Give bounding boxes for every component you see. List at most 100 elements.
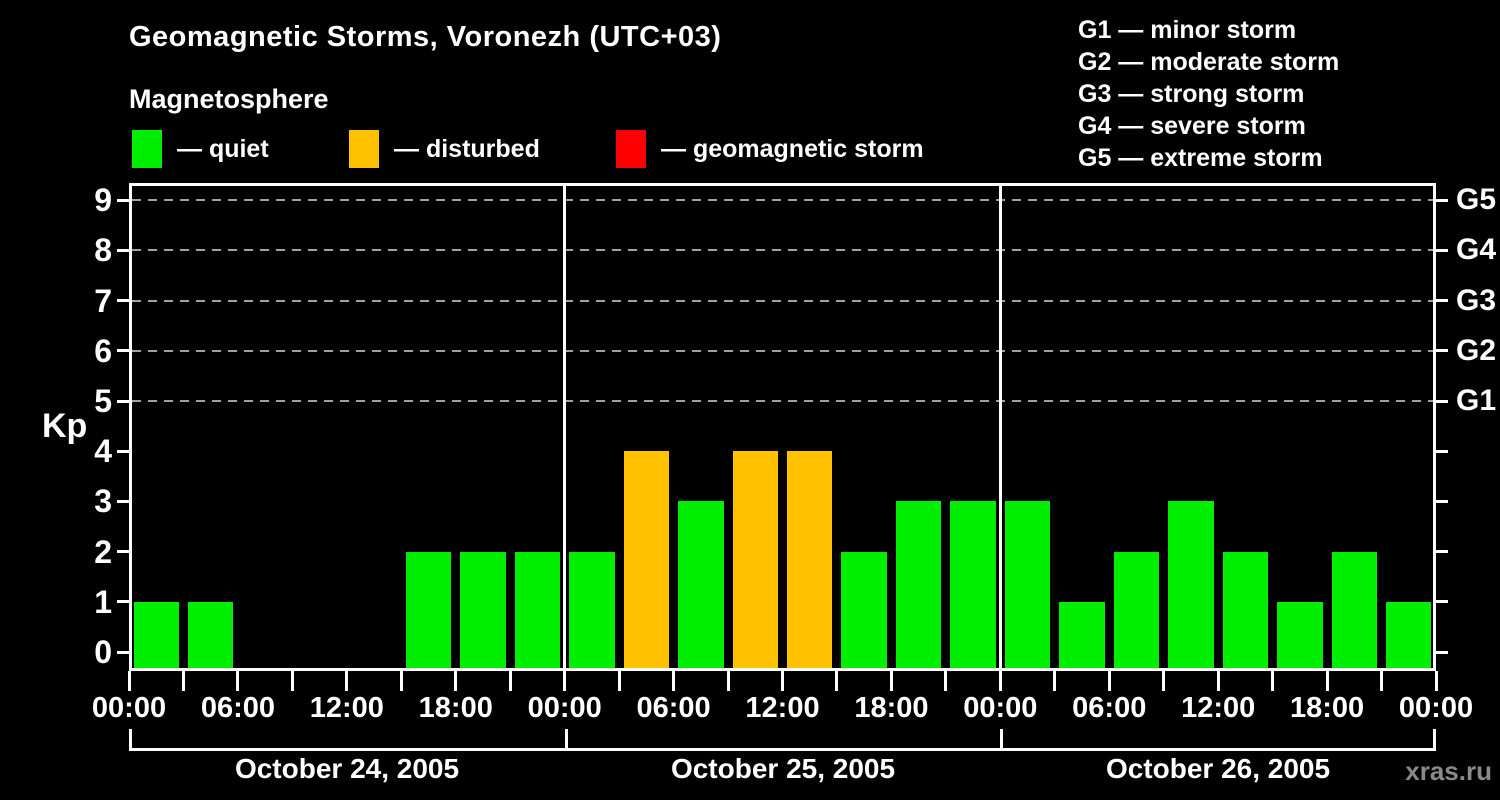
storm-legend-label: — geomagnetic storm — [661, 134, 924, 163]
kp-bar — [569, 551, 615, 668]
y-axis-tick-right — [1436, 449, 1448, 453]
x-axis-tick — [835, 671, 839, 691]
y-axis-tick-left — [117, 449, 129, 453]
x-axis-label: 00:00 — [91, 692, 167, 724]
g2-legend-row: G2 — moderate storm — [1078, 48, 1340, 76]
x-axis-label: 06:00 — [1072, 692, 1147, 724]
y-axis-tick-left — [117, 499, 129, 503]
y-axis-label: 6 — [94, 332, 112, 369]
x-axis-tick — [726, 671, 730, 691]
x-axis-tick — [345, 671, 349, 691]
y-axis-label: 8 — [94, 232, 112, 269]
x-axis-tick — [508, 671, 512, 691]
kp-bar — [678, 501, 724, 668]
disturbed-color-swatch — [349, 130, 379, 168]
quiet-legend-label: — quiet — [177, 134, 269, 163]
x-axis-tick — [236, 671, 240, 691]
kp-bar — [950, 501, 996, 668]
y-axis-title: Kp — [42, 407, 88, 445]
kp-bar — [1222, 551, 1269, 668]
kp-bar — [732, 451, 778, 668]
x-axis-tick — [889, 671, 893, 691]
kp-bar — [1277, 601, 1323, 668]
kp-bar — [133, 601, 179, 668]
g-axis-label-g4: G4 — [1456, 233, 1497, 267]
kp-bar — [405, 551, 452, 668]
y-axis-label: 9 — [94, 182, 112, 219]
gridline-kp7 — [132, 299, 1433, 302]
x-axis-tick — [1271, 671, 1275, 691]
x-axis-label: 12:00 — [1181, 692, 1256, 724]
date-label-day1: October 24, 2005 — [234, 753, 460, 784]
kp-bar — [787, 451, 833, 668]
x-axis-tick — [672, 671, 676, 691]
x-axis-tick — [1107, 671, 1111, 691]
y-axis-tick-right — [1436, 248, 1448, 252]
y-axis-tick-left — [117, 550, 129, 554]
y-axis-label: 5 — [94, 383, 112, 419]
chart-subtitle: Magnetosphere — [129, 84, 329, 114]
date-label-day3: October 26, 2005 — [1105, 753, 1331, 784]
g-axis-label-g5: G5 — [1456, 183, 1497, 217]
x-axis-tick — [944, 671, 948, 691]
g3-legend-row: G3 — strong storm — [1078, 80, 1305, 108]
xras-watermark: xras.ru — [1405, 756, 1492, 786]
chart-title: Geomagnetic Storms, Voronezh (UTC+03) — [129, 21, 722, 53]
g4-legend-row: G4 — severe storm — [1078, 112, 1306, 140]
gridline-kp5 — [132, 400, 1433, 402]
kp-bar — [841, 551, 887, 668]
x-axis-tick — [127, 671, 131, 691]
x-axis-label: 06:00 — [636, 692, 711, 724]
x-axis-tick — [563, 671, 567, 691]
y-axis-tick-right — [1436, 198, 1448, 202]
g-scale-legend: G1 — minor storm G2 — moderate storm G3 … — [1078, 14, 1339, 174]
g5-legend-row: G5 — extreme storm — [1078, 144, 1323, 172]
kp-bar — [514, 551, 561, 668]
y-axis-label: 2 — [94, 533, 112, 570]
kp-bar — [1386, 601, 1432, 668]
x-axis-tick — [1216, 671, 1220, 691]
x-axis-label: 18:00 — [854, 692, 929, 724]
y-axis-label: 4 — [94, 433, 112, 470]
x-axis-label: 18:00 — [418, 692, 493, 724]
y-axis-label: 7 — [94, 282, 112, 319]
gridline-kp8 — [132, 249, 1433, 252]
y-axis-tick-right — [1436, 349, 1448, 353]
y-axis-tick-left — [117, 650, 129, 654]
y-axis-tick-left — [117, 600, 129, 604]
day-separator — [563, 186, 567, 668]
g-axis-label-g3: G3 — [1456, 283, 1497, 317]
g1-legend-row: G1 — minor storm — [1078, 16, 1297, 44]
y-axis-label: 1 — [94, 583, 112, 620]
y-axis-tick-left — [117, 299, 129, 303]
y-axis-tick-right — [1436, 650, 1448, 654]
x-axis-tick — [290, 671, 294, 691]
y-axis-label: 0 — [94, 634, 112, 670]
kp-bar — [1168, 501, 1214, 668]
y-axis-tick-right — [1436, 499, 1448, 503]
kp-bar — [1004, 501, 1051, 668]
kp-bar — [1059, 601, 1105, 668]
x-axis-tick — [1434, 671, 1438, 691]
date-bracket-tick — [1000, 729, 1004, 751]
x-axis-tick — [617, 671, 621, 691]
gridline-kp9 — [132, 199, 1433, 202]
kp-bar — [460, 551, 506, 668]
plot-frame — [129, 183, 1436, 671]
gridline-kp6 — [132, 349, 1433, 352]
g-axis-label-g1: G1 — [1456, 384, 1497, 417]
y-axis-tick-right — [1436, 600, 1448, 604]
y-axis-tick-left — [117, 349, 129, 353]
x-axis-label: 18:00 — [1289, 692, 1365, 724]
y-axis-tick-left — [117, 198, 129, 202]
x-axis-tick — [1380, 671, 1384, 691]
y-axis-label: 3 — [94, 483, 112, 520]
date-bracket-tick — [1433, 729, 1436, 751]
x-axis-label: 12:00 — [309, 692, 384, 724]
x-axis-tick — [399, 671, 403, 691]
date-bracket-tick — [129, 729, 132, 751]
x-axis-label: 12:00 — [745, 692, 820, 724]
storm-color-swatch — [616, 130, 646, 168]
kp-bar — [1331, 551, 1378, 668]
